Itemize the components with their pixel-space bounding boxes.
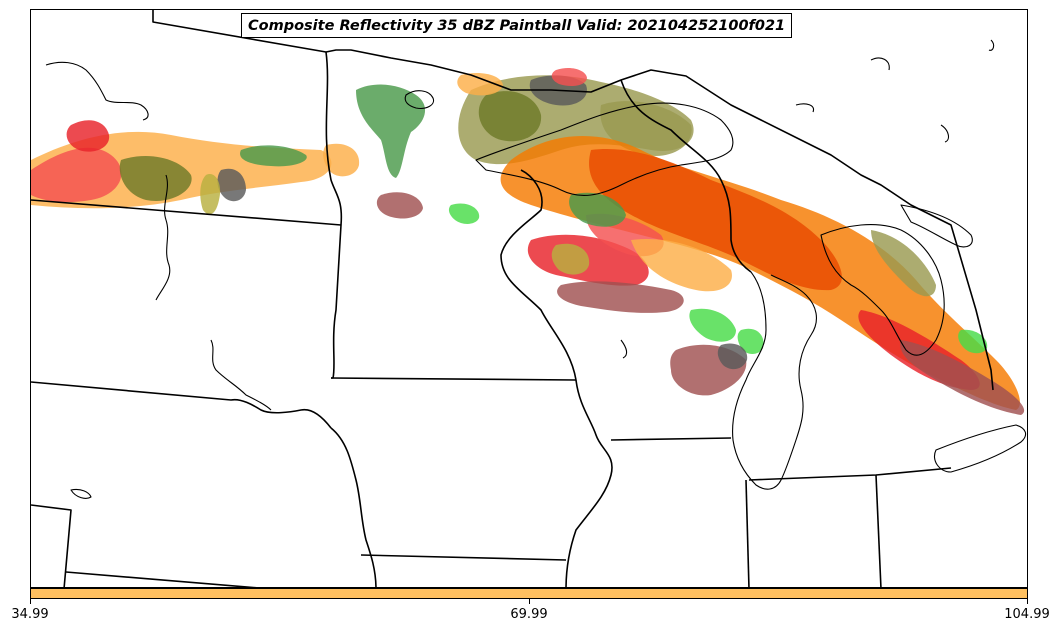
colorbar	[30, 588, 1028, 599]
mi-in-border	[748, 467, 952, 481]
small-lake-4	[870, 57, 890, 71]
paint-blob-wi-green	[569, 192, 626, 227]
wi-il-border	[610, 437, 732, 441]
paint-blob-wi-yellow	[551, 243, 590, 275]
nd-sd-border	[31, 199, 342, 226]
colorbar-label-mid: 69.99	[510, 607, 548, 622]
lake-winnipeg-west-coast	[45, 61, 149, 121]
iowa-west-river	[330, 427, 377, 587]
il-in-border	[745, 479, 750, 587]
map-canvas	[31, 10, 1027, 587]
small-lake-3	[940, 124, 950, 143]
paint-blob-west-gray	[217, 168, 246, 202]
paint-blob-west-red2	[66, 120, 110, 152]
ne-ks-border	[31, 504, 72, 587]
paint-blob-main-redorange	[589, 149, 842, 291]
paint-blob-dark-gray	[717, 343, 748, 370]
paint-blob-ns-green	[448, 203, 480, 224]
lake-superior-outline	[475, 102, 734, 196]
sd-ne-border	[31, 381, 332, 429]
georgian-bay-outline	[900, 204, 973, 248]
colorbar-tick-min	[30, 599, 31, 604]
lake-huron-outline	[820, 224, 945, 356]
reflectivity-paintball-layer	[31, 67, 1025, 415]
colorbar-label-min: 34.99	[11, 607, 49, 622]
paint-blob-east-olive	[871, 230, 936, 297]
paint-blob-mn-green	[356, 84, 426, 178]
map-title-text: Composite Reflectivity 35 dBZ Paintball …	[248, 17, 786, 34]
mn-wi-border	[500, 169, 577, 381]
paint-blob-wi-maroon	[557, 281, 684, 313]
iowa-wi-il-border	[565, 379, 613, 587]
nd-mn-border	[325, 51, 343, 226]
small-lake-1	[70, 488, 92, 499]
colorbar-label-max: 104.99	[1004, 607, 1050, 622]
mn-sd-iowa-border	[331, 224, 342, 379]
paint-blob-west-lo2	[323, 143, 360, 177]
paint-blob-west-yellow	[200, 174, 221, 215]
colorbar-tick-max	[1027, 599, 1028, 604]
paint-blob-upper-red	[551, 67, 587, 86]
paint-blob-west-red	[31, 147, 122, 203]
missouri-river	[210, 339, 272, 411]
small-lake-2	[988, 39, 995, 51]
map-panel	[30, 9, 1028, 588]
small-lake-5	[795, 103, 815, 113]
small-lake-6	[620, 339, 628, 359]
paint-blob-ns-maroon	[376, 192, 423, 219]
paint-blob-lakes-olive2	[478, 91, 542, 142]
red-river	[155, 174, 171, 301]
coastlines	[45, 39, 1027, 499]
wi-mi-up-border	[620, 79, 752, 273]
paint-blob-lakemi-green	[689, 308, 736, 342]
iowa-south-border	[360, 554, 567, 561]
paint-blob-west-green	[240, 145, 307, 167]
ks-mo-border	[65, 571, 257, 587]
lake-erie-outline	[933, 424, 1027, 473]
lake-of-woods	[404, 90, 435, 109]
iowa-mn-border	[330, 377, 577, 381]
map-title: Composite Reflectivity 35 dBZ Paintball …	[241, 13, 793, 38]
in-oh-border	[875, 474, 882, 587]
paint-blob-upper-olive	[600, 101, 692, 156]
lake-michigan-outline	[732, 271, 817, 490]
paint-blob-west-olive	[119, 155, 192, 201]
colorbar-tick-mid	[529, 599, 530, 604]
paint-blob-wi-lo	[631, 239, 732, 292]
paint-blob-upper-lo	[457, 73, 503, 96]
paint-blob-lower-green	[958, 329, 988, 354]
paint-blob-east-maroon	[900, 340, 1025, 415]
paint-blob-lakemi-green2	[737, 328, 764, 354]
